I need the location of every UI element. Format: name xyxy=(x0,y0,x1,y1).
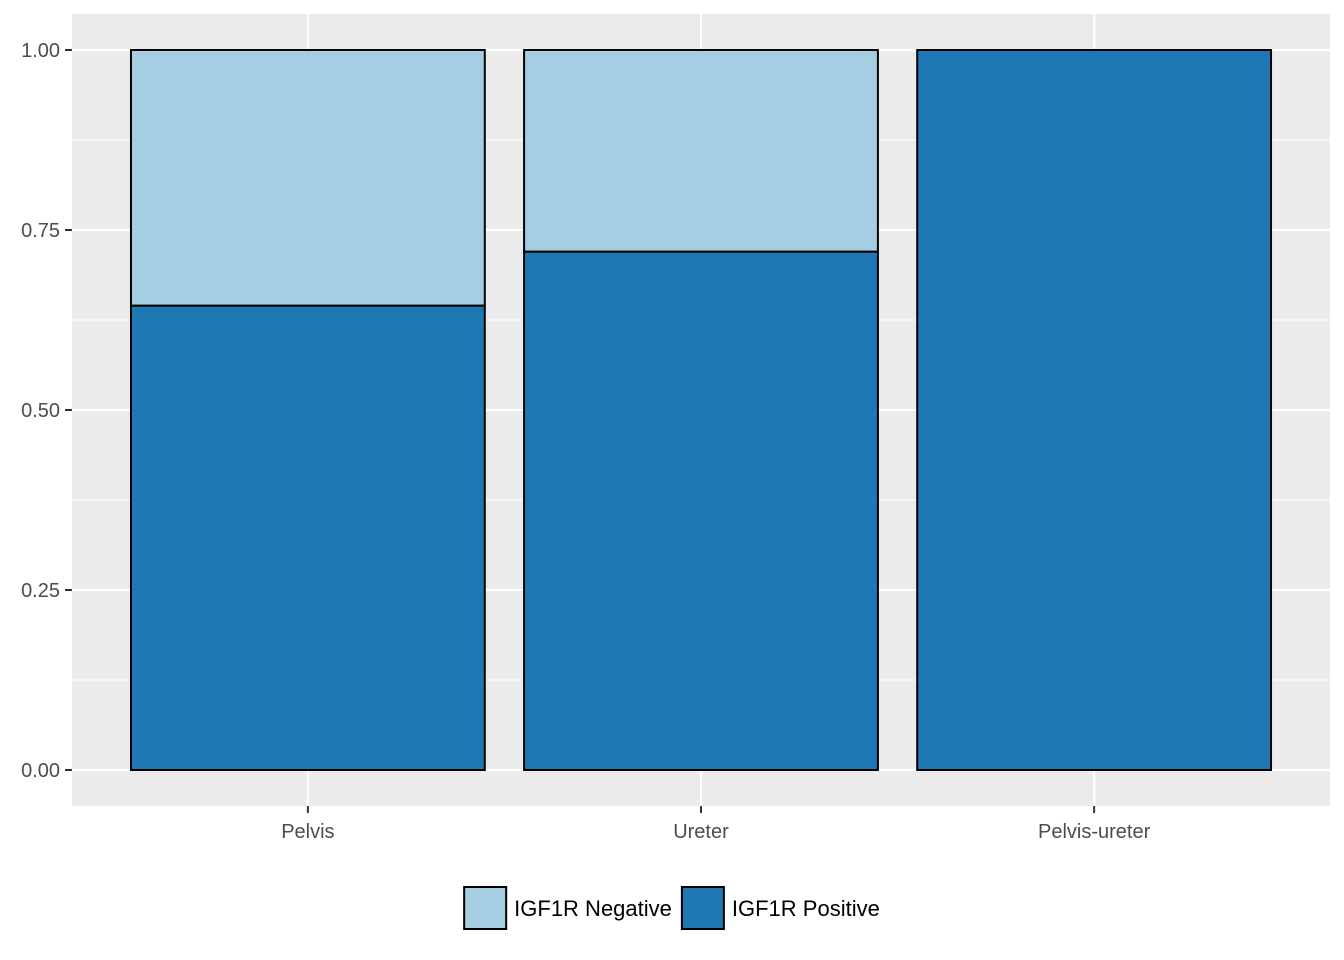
bar-igf1r-positive-ureter xyxy=(523,250,879,772)
axis-layer: 0.00 0.25 0.50 0.75 1.00 Pelvis Ureter Pelvis-u… xyxy=(21,40,1151,843)
y-tick-label: 0.50 xyxy=(21,400,60,422)
bar-igf1r-negative-ureter xyxy=(523,49,879,253)
bar-igf1r-positive-pelvis xyxy=(129,304,486,771)
y-tick-label: 0.25 xyxy=(21,580,60,602)
legend-key-igf1r-positive xyxy=(680,886,725,930)
legend-key-igf1r-negative xyxy=(463,886,508,930)
bar-igf1r-negative-pelvis xyxy=(129,49,486,307)
bar-igf1r-positive-pelvis-ureter xyxy=(916,49,1273,771)
legend-label-igf1r-negative: IGF1R Negative xyxy=(514,896,672,921)
y-tick-label: 0.75 xyxy=(21,220,60,242)
legend-label-igf1r-positive: IGF1R Positive xyxy=(732,896,880,921)
bars-layer xyxy=(129,49,1273,772)
legend: IGF1R Negative IGF1R Positive xyxy=(463,886,880,930)
x-tick-label: Ureter xyxy=(673,821,729,843)
y-tick-label: 1.00 xyxy=(21,40,60,62)
y-tick-label: 0.00 xyxy=(21,760,60,782)
x-tick-label: Pelvis xyxy=(281,821,334,843)
x-tick-label: Pelvis-ureter xyxy=(1038,821,1151,843)
